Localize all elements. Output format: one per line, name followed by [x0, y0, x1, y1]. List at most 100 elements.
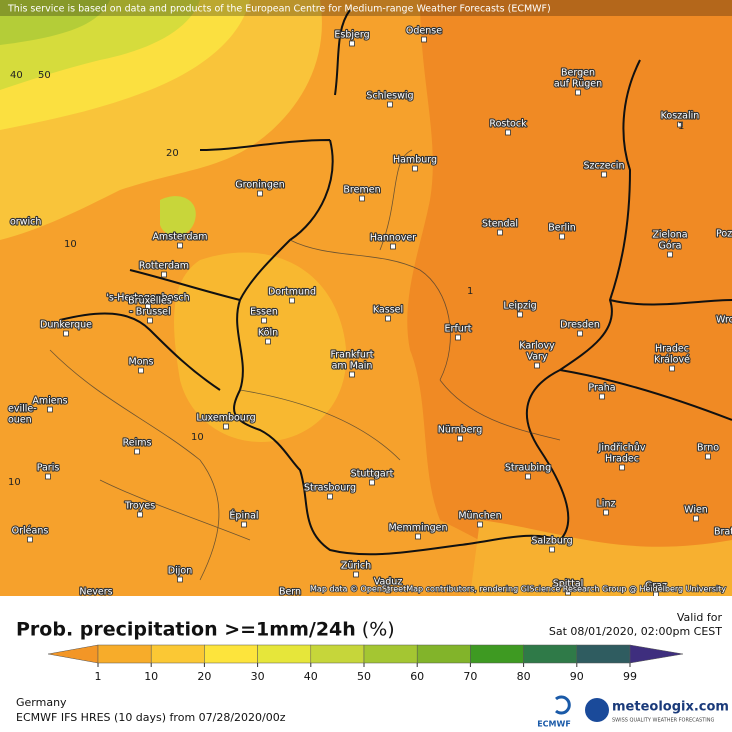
colorbar-bin — [204, 644, 258, 664]
city-label: 's-Hertogenbosch — [106, 293, 189, 304]
colorbar-tick-label: 30 — [251, 670, 265, 683]
notice-bg — [0, 0, 732, 16]
city-marker — [145, 303, 151, 310]
colorbar-bin — [150, 644, 205, 664]
city-label: Mons — [129, 357, 154, 368]
city-label: Bruxelles — [128, 296, 172, 307]
city-marker — [47, 406, 53, 413]
colorbar-arrow-high — [629, 644, 684, 664]
city-label: München — [458, 511, 501, 522]
city-label: Kassel — [373, 305, 403, 316]
city-marker — [575, 89, 581, 96]
city-label: Spittal — [553, 579, 584, 590]
city-label: Brat — [714, 527, 732, 538]
city-label: Reims — [123, 438, 152, 449]
colorbar-bin — [416, 644, 471, 664]
city-label: Vary — [526, 352, 547, 363]
city-marker — [138, 367, 144, 374]
field-east — [407, 0, 732, 596]
city-label: Graz — [645, 581, 667, 592]
city-label: Strasbourg — [304, 483, 356, 494]
city-marker — [619, 464, 625, 471]
city-label: Wien — [684, 505, 708, 516]
city-marker — [601, 171, 607, 178]
city-label: Frankfurt — [330, 350, 373, 361]
field-central — [174, 252, 347, 442]
city-label: Hannover — [370, 233, 416, 244]
colorbar-bin — [363, 644, 418, 664]
city-marker — [265, 338, 271, 345]
city-label: ouen — [8, 415, 32, 426]
city-marker — [385, 587, 391, 594]
city-marker — [517, 311, 523, 318]
colorbar-tick-label: 80 — [517, 670, 531, 683]
city-label: Odense — [406, 26, 442, 37]
city-label: Dunkerque — [40, 320, 92, 331]
city-label: Schleswig — [366, 91, 413, 102]
city-label: Nevers — [79, 587, 112, 597]
city-marker — [289, 297, 295, 304]
city-marker — [387, 101, 393, 108]
valid-time: Sat 08/01/2020, 02:00pm CEST — [549, 625, 722, 638]
city-marker — [45, 473, 51, 480]
city-label: Rostock — [489, 119, 527, 130]
colorbar: 1 10 20 30 40 50 60 70 80 90 99 — [47, 644, 684, 683]
city-marker — [327, 493, 333, 500]
city-marker — [349, 40, 355, 47]
legend-unit: (%) — [362, 619, 395, 641]
field-50 — [0, 0, 110, 45]
city-label: Straubing — [505, 463, 551, 474]
city-marker — [525, 473, 531, 480]
city-marker — [603, 509, 609, 516]
city-label: Paris — [37, 463, 60, 474]
city-label: Góra — [659, 241, 682, 252]
colorbar-bin — [257, 644, 312, 664]
city-label: Bremen — [343, 185, 380, 196]
city-label: - Brussel — [129, 307, 170, 318]
city-marker — [505, 129, 511, 136]
city-label: Wro — [716, 315, 732, 326]
city-marker — [653, 591, 659, 596]
city-label: Linz — [597, 499, 616, 510]
colorbar-tick-label: 20 — [197, 670, 211, 683]
admin-lines — [49, 149, 561, 581]
city-label: auf Rügen — [554, 79, 602, 90]
colorbar-tick-label: 1 — [95, 670, 102, 683]
city-label: Jindřichův — [598, 443, 646, 454]
colorbar-tick-label: 50 — [357, 670, 371, 683]
city-marker — [177, 576, 183, 583]
city-label: Stuttgart — [351, 469, 394, 480]
city-marker — [559, 233, 565, 240]
city-label: Vaduz — [374, 577, 403, 588]
contour-layer: 40 50 20 10 1 1 10 10 — [8, 70, 684, 488]
contour-label: 20 — [166, 148, 179, 159]
city-marker — [457, 435, 463, 442]
city-marker — [667, 251, 673, 258]
colorbar-tick-label: 40 — [304, 670, 318, 683]
city-label: Luxembourg — [196, 413, 255, 424]
city-marker — [477, 521, 483, 528]
city-label: Dijon — [168, 566, 192, 577]
city-marker — [412, 165, 418, 172]
contour-label: 1 — [678, 121, 684, 132]
city-marker — [577, 330, 583, 337]
contour-label: 10 — [191, 432, 204, 443]
city-marker — [421, 36, 427, 43]
model: ECMWF IFS HRES (10 days) from 07/28/2020… — [16, 711, 286, 724]
city-marker — [565, 589, 571, 596]
colorbar-bin — [310, 644, 365, 664]
city-label: Szczecin — [584, 161, 625, 172]
city-marker — [257, 190, 263, 197]
contour-label: 1 — [467, 286, 473, 297]
city-label: Köln — [258, 328, 278, 339]
city-label: Orléans — [12, 526, 49, 537]
contour-label: 40 — [10, 70, 23, 81]
region: Germany — [16, 696, 67, 709]
city-marker — [359, 195, 365, 202]
city-marker — [241, 521, 247, 528]
city-label: Berlin — [548, 223, 576, 234]
city-marker — [177, 242, 183, 249]
borders — [59, 9, 732, 556]
